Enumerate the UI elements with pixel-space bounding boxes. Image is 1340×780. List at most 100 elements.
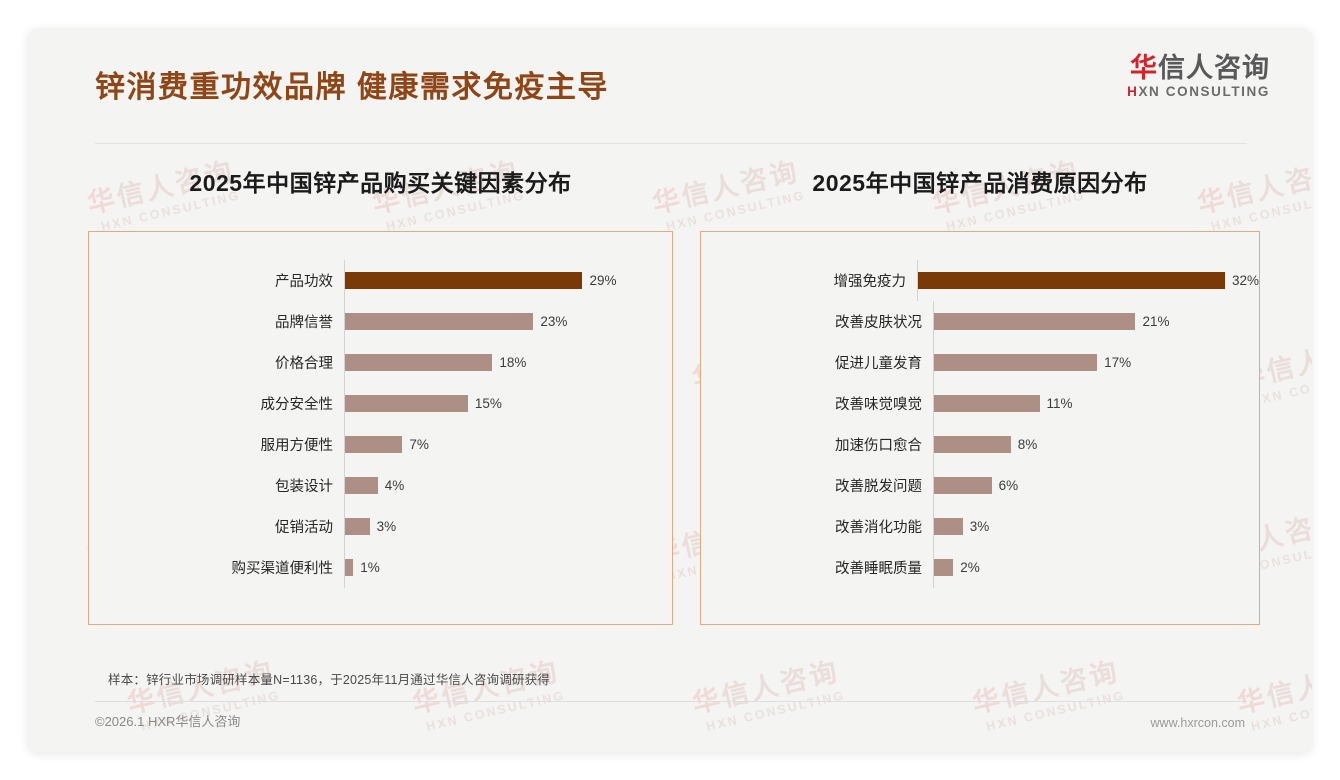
bar-row: 服用方便性 7% [89,424,672,465]
bar-value-label: 23% [540,314,568,329]
bar [345,354,493,371]
bar-value-label: 6% [998,478,1019,493]
bar-row: 价格合理 18% [89,342,672,383]
bar-value-label: 1% [360,560,380,575]
bar-track: 11% [933,383,1259,424]
bar [934,559,954,576]
logo-chinese-text: 华信人咨询 [1127,54,1270,82]
bar [934,436,1011,453]
bar-track: 32% [916,260,1259,301]
bar-row: 包装设计 4% [89,465,672,506]
bar-track: 18% [344,342,672,383]
bar-category-label: 改善睡眠质量 [835,561,922,577]
brand-logo: 华信人咨询 HXN CONSULTING [1127,54,1270,100]
logo-en-rest: XN CONSULTING [1138,84,1270,100]
bar-track: 6% [933,465,1259,506]
bar-row: 成分安全性 15% [89,383,672,424]
bar [934,354,1098,371]
bar-track: 15% [344,383,672,424]
bar-rows-left: 产品功效 29% 品牌信誉 23% 价格合理 18% 成分安全性 15% 服用方便性 7% 包装设计… [89,260,672,588]
bar-value-label: 4% [384,478,405,493]
bar-value-label: 15% [474,396,502,411]
bar-row: 促进儿童发育 17% [701,342,1259,383]
footer-divider [95,701,1247,702]
logo-cn-highlight-char: 华 [1130,53,1158,83]
chart-panel-purchase-factors: 2025年中国锌产品购买关键因素分布 产品功效 29% 品牌信誉 23% 价格合理 18%… [88,164,673,625]
bar [345,272,583,289]
bar [345,395,468,412]
chart-title-right: 2025年中国锌产品消费原因分布 [812,170,1148,196]
bar-category-label: 品牌信誉 [275,315,333,331]
bar-track: 4% [344,465,672,506]
bar-category-label: 改善皮肤状况 [835,315,922,331]
chart-title-left: 2025年中国锌产品购买关键因素分布 [189,170,572,196]
bar-track: 17% [933,342,1259,383]
bar-category-label: 促进儿童发育 [835,356,922,372]
bar-track: 3% [344,506,672,547]
bar [345,436,403,453]
bar-track: 2% [933,547,1259,588]
bar-row: 增强免疫力 32% [701,260,1259,301]
website-url: www.hxrcon.com [1150,716,1245,730]
bar-value-label: 29% [589,273,617,288]
bar-value-label: 3% [376,519,397,534]
bar-row: 改善睡眠质量 2% [701,547,1259,588]
bar [934,518,963,535]
bar-track: 8% [933,424,1259,465]
bar-track: 3% [933,506,1259,547]
chart-panel-consumption-reasons: 2025年中国锌产品消费原因分布 增强免疫力 32% 改善皮肤状况 21% 促进儿童发育… [700,164,1260,625]
bar-category-label: 购买渠道便利性 [231,561,334,577]
bar [934,313,1136,330]
chart-frame-right: 增强免疫力 32% 改善皮肤状况 21% 促进儿童发育 17% 改善味觉嗅觉 11% 加速伤口愈… [700,231,1260,625]
bar [934,477,992,494]
bar-row: 改善消化功能 3% [701,506,1259,547]
bar-category-label: 促销活动 [275,520,333,536]
bar [917,272,1225,289]
bar-row: 促销活动 3% [89,506,672,547]
bar-value-label: 3% [969,519,990,534]
bar-category-label: 增强免疫力 [833,274,906,290]
bar [345,477,378,494]
bar-value-label: 18% [499,355,527,370]
bar-category-label: 产品功效 [275,274,333,290]
bar-category-label: 加速伤口愈合 [835,438,922,454]
logo-cn-rest: 信人咨询 [1158,53,1270,83]
bar-category-label: 服用方便性 [260,438,334,454]
plot-area-left: 产品功效 29% 品牌信誉 23% 价格合理 18% 成分安全性 15% 服用方便性 7% 包装设计… [89,232,672,624]
bar [345,559,354,576]
bar-track: 29% [344,260,672,301]
slide: 华信人咨询 HXN CONSULTING 华信人咨询 HXN CONSULTING 华信… [28,28,1312,752]
bar-row: 改善脱发问题 6% [701,465,1259,506]
bar-track: 1% [344,547,672,588]
bar-value-label: 17% [1104,355,1132,370]
bar-value-label: 32% [1231,273,1259,288]
bar-track: 7% [344,424,672,465]
bar-row: 加速伤口愈合 8% [701,424,1259,465]
bar-value-label: 21% [1142,314,1170,329]
bar-category-label: 价格合理 [275,356,333,372]
chart-frame-left: 产品功效 29% 品牌信誉 23% 价格合理 18% 成分安全性 15% 服用方便性 7% 包装设计… [88,231,673,625]
bar-category-label: 改善消化功能 [835,520,922,536]
bar-row: 品牌信誉 23% [89,301,672,342]
bar-row: 购买渠道便利性 1% [89,547,672,588]
bar-value-label: 11% [1046,396,1073,411]
bar-row: 产品功效 29% [89,260,672,301]
bar [934,395,1040,412]
bar-value-label: 8% [1017,437,1038,452]
bar [345,313,534,330]
bar-value-label: 7% [409,437,429,452]
copyright-text: ©2026.1 HXR华信人咨询 [95,714,241,729]
slide-header: 锌消费重功效品牌 健康需求免疫主导 华信人咨询 HXN CONSULTING [28,28,1312,144]
bar-rows-right: 增强免疫力 32% 改善皮肤状况 21% 促进儿童发育 17% 改善味觉嗅觉 11% 加速伤口愈… [701,260,1259,588]
page-title: 锌消费重功效品牌 健康需求免疫主导 [95,71,609,104]
bar-category-label: 改善脱发问题 [835,479,922,495]
bar-category-label: 包装设计 [275,479,333,495]
bar-row: 改善皮肤状况 21% [701,301,1259,342]
logo-english-text: HXN CONSULTING [1127,84,1270,99]
bar [345,518,370,535]
bar-track: 21% [933,301,1259,342]
bar-value-label: 2% [960,560,980,575]
title-divider [95,143,1247,144]
